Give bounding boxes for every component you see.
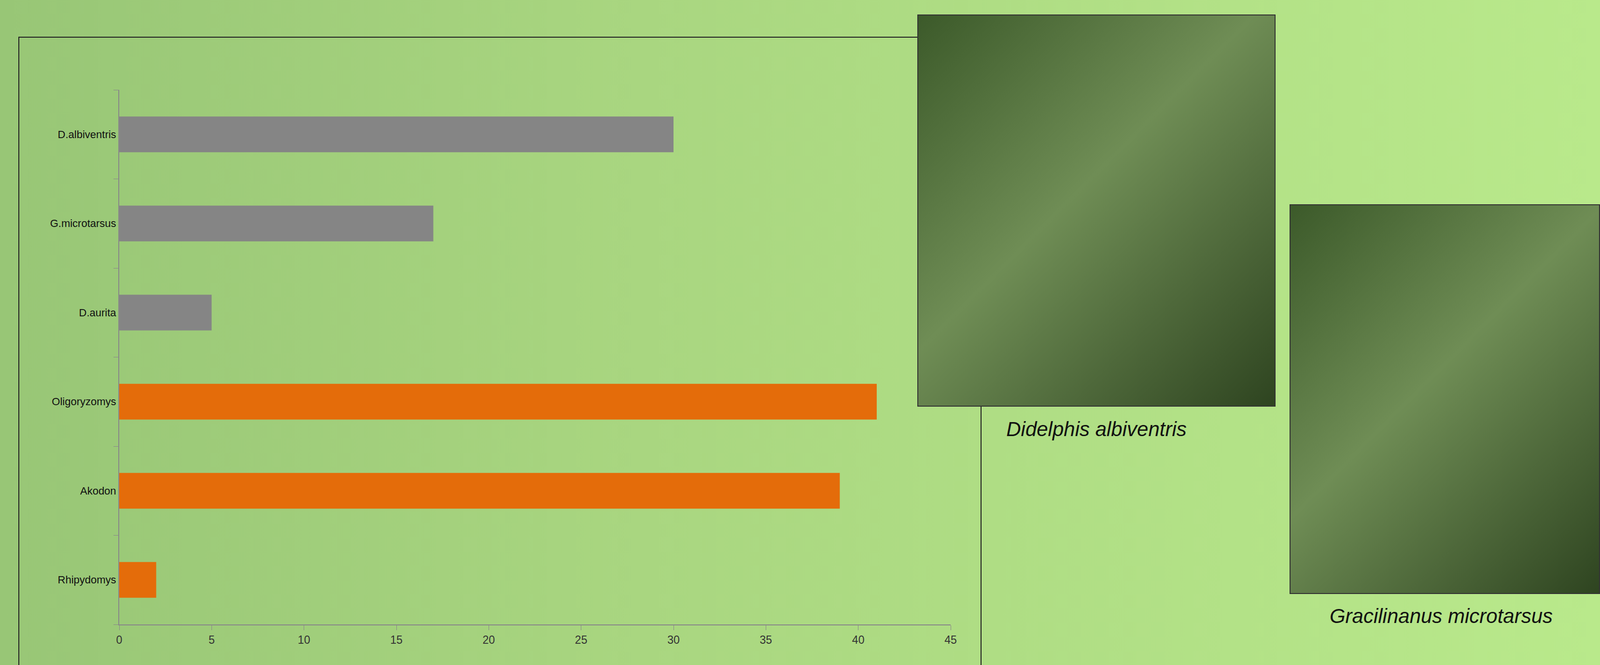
svg-text:25: 25: [575, 633, 588, 646]
svg-text:G.microtarsus: G.microtarsus: [50, 217, 117, 230]
svg-text:Rhipydomys: Rhipydomys: [57, 573, 117, 586]
svg-text:30: 30: [667, 633, 680, 646]
svg-text:40: 40: [852, 633, 865, 646]
svg-text:Oligoryzomys: Oligoryzomys: [51, 395, 116, 408]
svg-text:45: 45: [944, 633, 957, 646]
svg-text:0: 0: [116, 633, 123, 646]
svg-text:35: 35: [759, 633, 773, 646]
svg-text:D.aurita: D.aurita: [79, 306, 117, 319]
html-text:Didelphis albiventris: Didelphis albiventris: [1006, 417, 1187, 441]
svg-text:15: 15: [390, 633, 403, 646]
svg-text:10: 10: [297, 633, 311, 646]
svg-text:20: 20: [482, 633, 496, 646]
svg-text:5: 5: [208, 633, 215, 646]
html-text:Gracilinanus microtarsus: Gracilinanus microtarsus: [1329, 604, 1553, 628]
svg-text:D.albiventris: D.albiventris: [57, 128, 117, 141]
svg-text:Akodon: Akodon: [80, 484, 117, 497]
